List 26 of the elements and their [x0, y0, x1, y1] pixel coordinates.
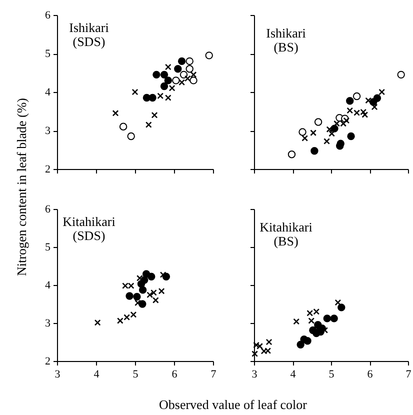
y-tick-label: 4: [45, 86, 51, 98]
text: Ishikari (SDS): [69, 20, 110, 49]
x-axis-title: Observed value of leaf color: [159, 397, 307, 413]
y-tick-label: 2: [45, 164, 50, 176]
x-tick-label: 3: [252, 368, 258, 380]
y-axis-title: Nitrogen content in leaf blade (%): [14, 98, 30, 276]
text: Ishikari (BS): [266, 26, 306, 54]
x-tick-label: 6: [367, 368, 374, 380]
x-tick-label: 7: [210, 368, 217, 380]
x-tick-label: 6: [172, 368, 178, 380]
x-tick-label: 3: [54, 368, 61, 380]
y-tick-label: 2: [45, 356, 50, 368]
text: Kitahikari (SDS): [62, 214, 116, 243]
x-tick-label: 4: [290, 368, 296, 380]
y-tick-label: 3: [45, 125, 51, 137]
y-tick-label: 5: [45, 48, 51, 60]
x-tick-label: 5: [328, 368, 335, 380]
y-tick-label: 6: [45, 204, 51, 216]
y-tick-label: 5: [45, 242, 51, 254]
x-tick-label: 4: [94, 368, 100, 380]
x-tick-label: 5: [132, 368, 139, 380]
x-tick-label: 7: [406, 368, 412, 380]
text: Kitahikari (BS): [260, 220, 313, 248]
y-tick-label: 4: [45, 280, 51, 292]
y-tick-label: 3: [45, 318, 51, 330]
y-tick-label: 6: [45, 10, 51, 22]
